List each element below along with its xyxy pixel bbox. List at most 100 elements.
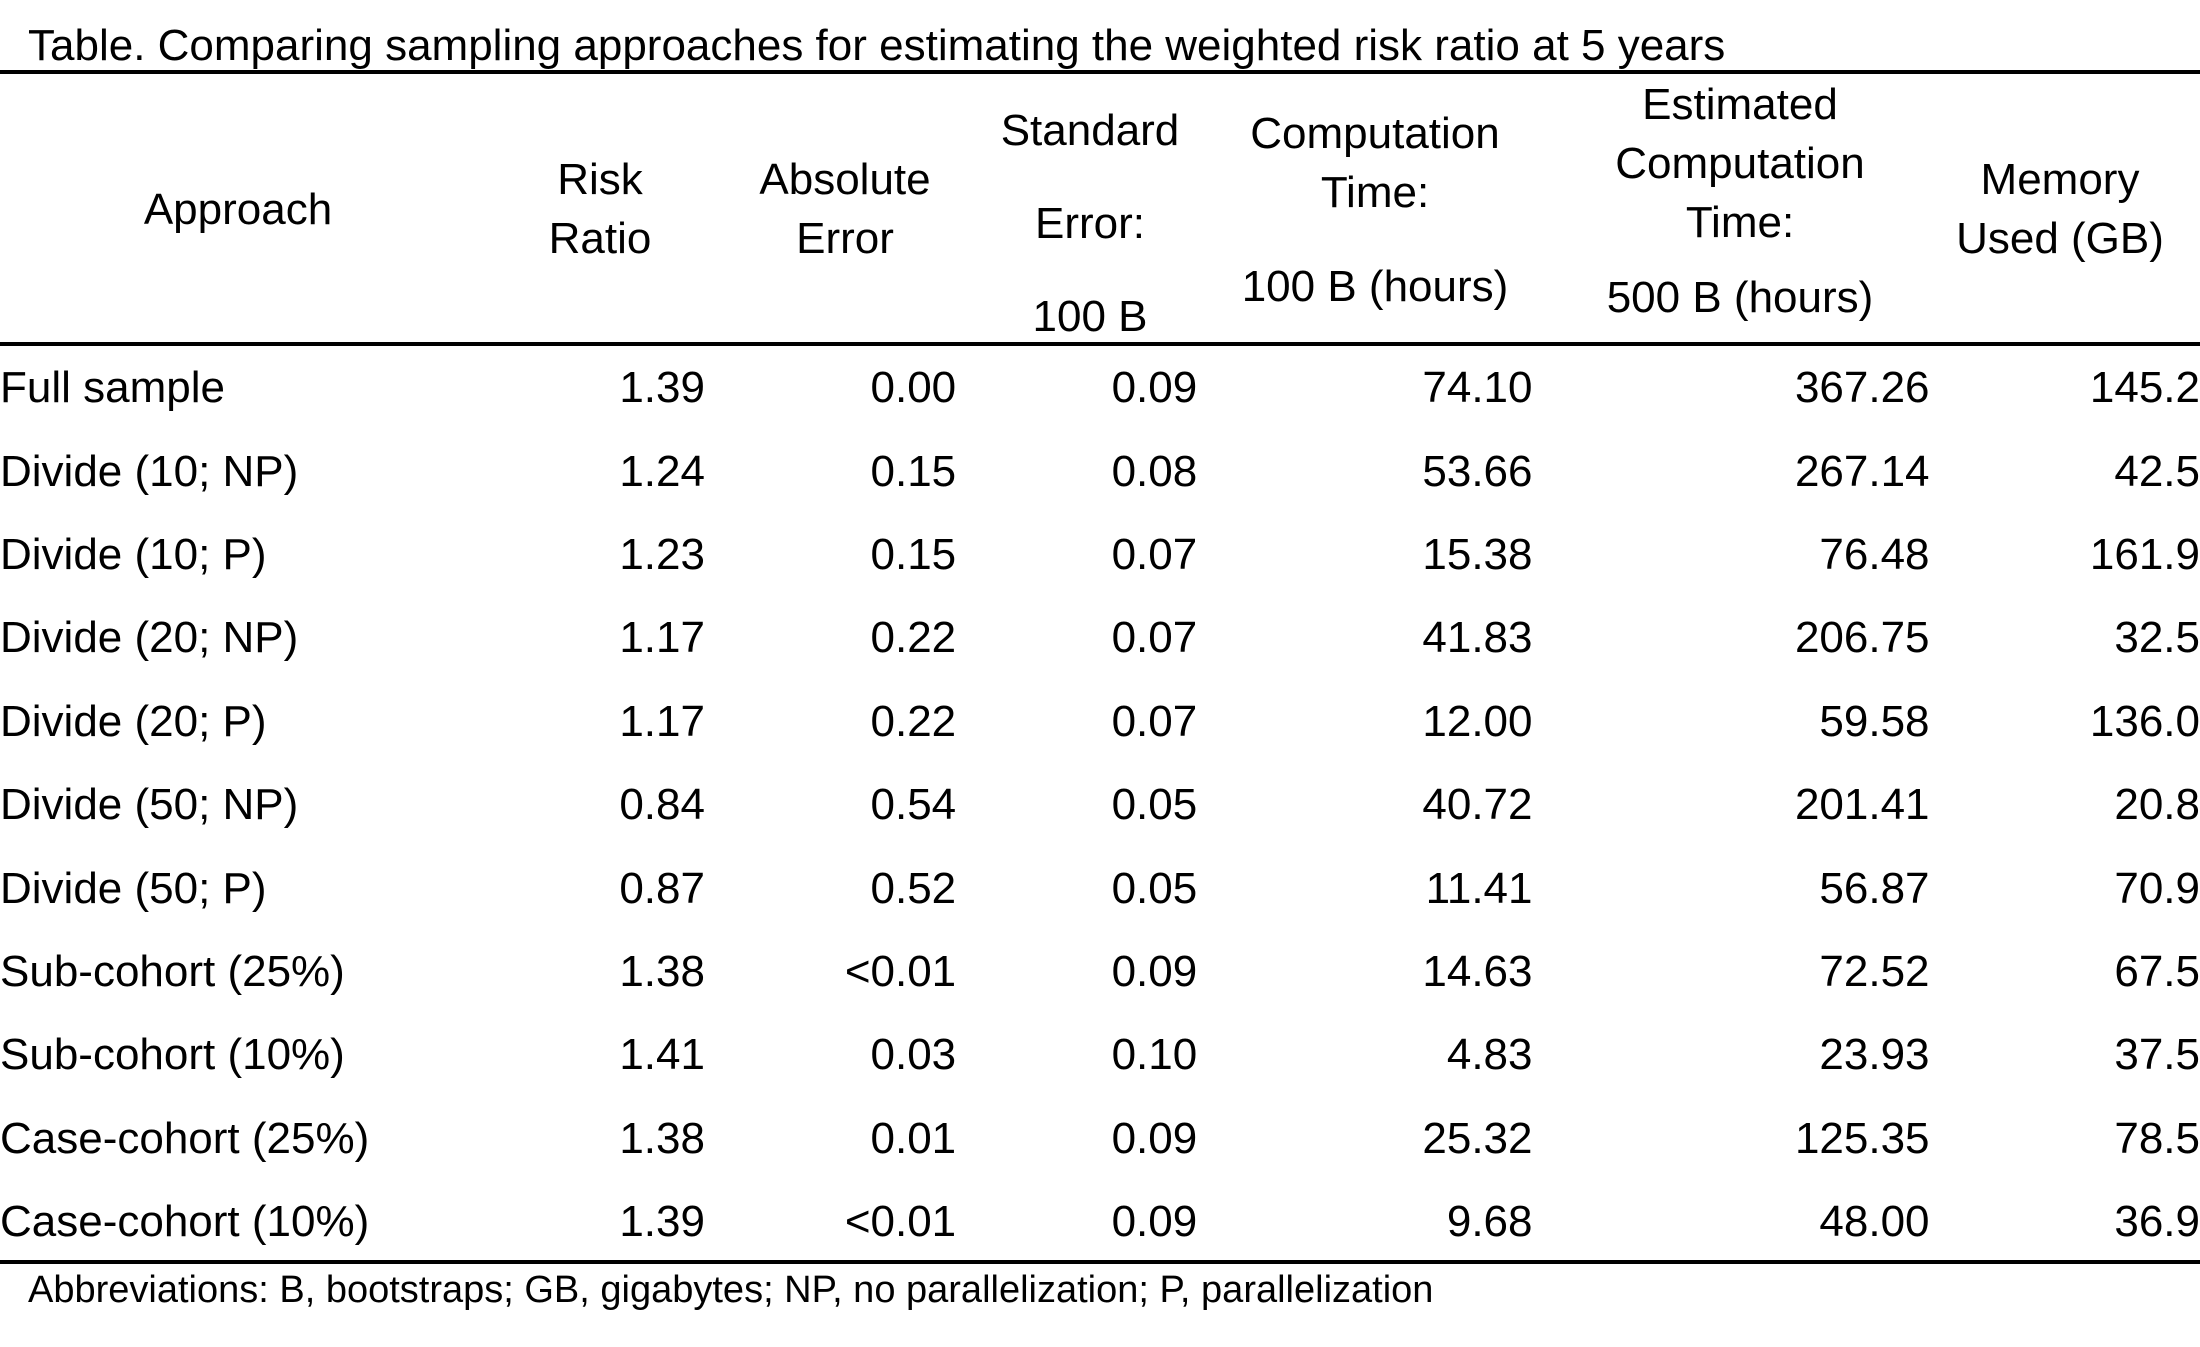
cell-absolute-error: 0.15 — [870, 529, 957, 579]
header-absolute-error-line-2: Error — [796, 214, 894, 263]
header-standard-error: Standard Error: 100 B — [975, 84, 1205, 363]
cell-computation-time: 12.00 — [1422, 696, 1533, 746]
header-estimated-computation-time-line-2: Computation — [1615, 139, 1865, 188]
cell-approach: Sub-cohort (25%) — [0, 946, 345, 996]
cell-absolute-error: 0.22 — [870, 696, 957, 746]
cell-computation-time: 11.41 — [1425, 863, 1533, 913]
header-computation-time-line-2: Time: — [1320, 168, 1430, 217]
cell-computation-time: 4.83 — [1446, 1030, 1533, 1080]
cell-risk-ratio: 1.38 — [619, 946, 705, 996]
cell-standard-error: 0.07 — [1111, 696, 1198, 746]
cell-approach: Divide (50; P) — [0, 863, 267, 913]
cell-approach: Full sample — [0, 363, 225, 413]
cell-standard-error: 0.09 — [1111, 1197, 1198, 1247]
cell-risk-ratio: 1.39 — [619, 363, 705, 413]
header-approach-text: Approach — [143, 185, 333, 234]
header-memory-used-line-2: Used (GB) — [1956, 214, 2164, 263]
cell-risk-ratio: 1.38 — [619, 1113, 705, 1163]
cell-computation-time: 15.38 — [1422, 529, 1533, 579]
header-computation-time-line-1: Computation — [1250, 109, 1500, 158]
table-row: Case-cohort (25%) 1.38 0.01 0.09 25.32 1… — [0, 1097, 2200, 1180]
header-approach: Approach — [88, 180, 388, 239]
cell-memory-used: 32.5 — [2114, 613, 2200, 663]
cell-estimated-computation-time: 201.41 — [1794, 780, 1930, 830]
cell-memory-used: 78.5 — [2114, 1113, 2200, 1163]
header-computation-time: Computation Time: 100 B (hours) — [1215, 104, 1535, 316]
header-computation-time-line-3: 100 B (hours) — [1241, 262, 1509, 311]
table-row: Sub-cohort (10%) 1.41 0.03 0.10 4.83 23.… — [0, 1013, 2200, 1096]
cell-memory-used: 67.5 — [2114, 946, 2200, 996]
cell-standard-error: 0.08 — [1111, 446, 1198, 496]
header-risk-ratio-line-2: Ratio — [548, 214, 652, 263]
cell-memory-used: 70.9 — [2114, 863, 2200, 913]
cell-computation-time: 25.32 — [1422, 1113, 1533, 1163]
table-footnote: Abbreviations: B, bootstraps; GB, gigaby… — [28, 1269, 1434, 1311]
header-absolute-error: Absolute Error — [730, 150, 960, 268]
table-row: Divide (20; NP) 1.17 0.22 0.07 41.83 206… — [0, 596, 2200, 679]
results-table: Full sample 1.39 0.00 0.09 74.10 367.26 … — [0, 346, 2200, 1263]
cell-estimated-computation-time: 367.26 — [1794, 363, 1930, 413]
header-absolute-error-line-1: Absolute — [759, 155, 931, 204]
cell-absolute-error: 0.22 — [870, 613, 957, 663]
cell-memory-used: 136.0 — [2089, 696, 2200, 746]
cell-estimated-computation-time: 206.75 — [1794, 613, 1930, 663]
cell-approach: Case-cohort (25%) — [0, 1113, 370, 1163]
cell-standard-error: 0.05 — [1111, 863, 1198, 913]
cell-memory-used: 161.9 — [2089, 529, 2200, 579]
header-estimated-computation-time-line-1: Estimated — [1642, 80, 1838, 129]
cell-standard-error: 0.10 — [1111, 1030, 1198, 1080]
table-row: Divide (50; NP) 0.84 0.54 0.05 40.72 201… — [0, 763, 2200, 846]
cell-computation-time: 40.72 — [1422, 780, 1533, 830]
cell-computation-time: 14.63 — [1422, 946, 1533, 996]
cell-approach: Divide (10; P) — [0, 529, 267, 579]
top-rule — [0, 70, 2200, 74]
cell-memory-used: 42.5 — [2114, 446, 2200, 496]
cell-estimated-computation-time: 76.48 — [1819, 529, 1930, 579]
cell-risk-ratio: 1.17 — [619, 696, 705, 746]
cell-absolute-error: 0.15 — [870, 446, 957, 496]
table-row: Divide (10; P) 1.23 0.15 0.07 15.38 76.4… — [0, 513, 2200, 596]
cell-approach: Divide (50; NP) — [0, 780, 299, 830]
table-row: Sub-cohort (25%) 1.38 <0.01 0.09 14.63 7… — [0, 930, 2200, 1013]
cell-standard-error: 0.07 — [1111, 613, 1198, 663]
table-row: Full sample 1.39 0.00 0.09 74.10 367.26 … — [0, 346, 2200, 429]
cell-approach: Divide (20; NP) — [0, 613, 299, 663]
header-estimated-computation-time-line-3: Time: — [1685, 198, 1795, 247]
table-row: Divide (50; P) 0.87 0.52 0.05 11.41 56.8… — [0, 846, 2200, 929]
cell-risk-ratio: 1.24 — [619, 446, 705, 496]
cell-memory-used: 36.9 — [2114, 1197, 2200, 1247]
cell-memory-used: 20.8 — [2114, 780, 2200, 830]
cell-approach: Case-cohort (10%) — [0, 1197, 370, 1247]
cell-risk-ratio: 0.87 — [619, 863, 705, 913]
cell-computation-time: 74.10 — [1422, 363, 1533, 413]
cell-approach: Divide (20; P) — [0, 696, 267, 746]
header-estimated-computation-time: Estimated Computation Time: 500 B (hours… — [1560, 75, 1920, 327]
cell-approach: Divide (10; NP) — [0, 446, 299, 496]
table-caption: Table. Comparing sampling approaches for… — [28, 21, 1726, 70]
header-risk-ratio-line-1: Risk — [557, 155, 643, 204]
header-estimated-computation-time-line-4: 500 B (hours) — [1606, 273, 1874, 322]
table-row: Divide (10; NP) 1.24 0.15 0.08 53.66 267… — [0, 429, 2200, 512]
cell-estimated-computation-time: 48.00 — [1819, 1197, 1930, 1247]
results-table-body: Full sample 1.39 0.00 0.09 74.10 367.26 … — [0, 346, 2200, 1263]
cell-standard-error: 0.09 — [1111, 363, 1198, 413]
cell-risk-ratio: 1.23 — [619, 529, 705, 579]
header-memory-used: Memory Used (GB) — [1935, 150, 2185, 268]
header-risk-ratio: Risk Ratio — [510, 150, 690, 268]
cell-estimated-computation-time: 59.58 — [1819, 696, 1930, 746]
table-row: Case-cohort (10%) 1.39 <0.01 0.09 9.68 4… — [0, 1180, 2200, 1263]
cell-estimated-computation-time: 125.35 — [1794, 1113, 1930, 1163]
cell-standard-error: 0.07 — [1111, 529, 1198, 579]
cell-absolute-error: <0.01 — [844, 946, 957, 996]
cell-approach: Sub-cohort (10%) — [0, 1030, 345, 1080]
cell-risk-ratio: 1.41 — [619, 1030, 705, 1080]
header-memory-used-line-1: Memory — [1980, 155, 2140, 204]
cell-memory-used: 37.5 — [2114, 1030, 2200, 1080]
cell-absolute-error: <0.01 — [844, 1197, 957, 1247]
cell-absolute-error: 0.03 — [870, 1030, 957, 1080]
cell-standard-error: 0.05 — [1111, 780, 1198, 830]
cell-absolute-error: 0.01 — [870, 1113, 957, 1163]
cell-standard-error: 0.09 — [1111, 946, 1198, 996]
cell-absolute-error: 0.52 — [870, 863, 957, 913]
